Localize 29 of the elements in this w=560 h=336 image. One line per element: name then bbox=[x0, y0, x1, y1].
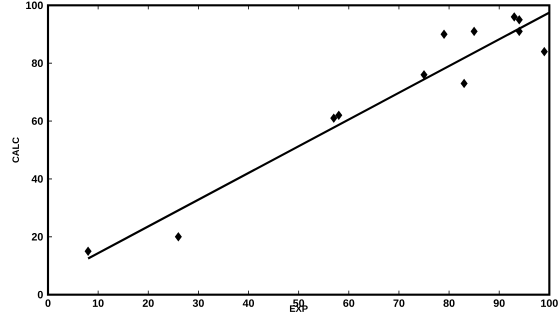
y-tick-label: 40 bbox=[32, 175, 43, 183]
y-axis-title: CALC bbox=[12, 137, 19, 163]
x-tick-label: 70 bbox=[393, 299, 404, 307]
point bbox=[470, 26, 478, 36]
x-tick-label: 40 bbox=[242, 299, 254, 307]
point bbox=[420, 70, 428, 80]
point bbox=[174, 232, 182, 242]
point bbox=[460, 78, 468, 88]
y-tick-label: 20 bbox=[32, 233, 43, 241]
point bbox=[330, 114, 338, 123]
x-tick-label: 100 bbox=[541, 299, 558, 307]
x-tick-label: 10 bbox=[92, 299, 104, 307]
x-tick-label: 20 bbox=[142, 299, 154, 307]
point bbox=[516, 26, 523, 36]
x-tick-label: 80 bbox=[443, 299, 455, 307]
y-tick-label: 80 bbox=[32, 59, 43, 67]
point bbox=[84, 246, 92, 256]
y-tick-label: 100 bbox=[26, 2, 43, 10]
y-tick-label: 60 bbox=[32, 117, 43, 125]
x-tick-label: 30 bbox=[192, 299, 204, 307]
point bbox=[440, 30, 448, 39]
point bbox=[510, 12, 518, 22]
point bbox=[335, 110, 342, 120]
x-tick-label: 0 bbox=[45, 299, 51, 307]
x-tick-label: 90 bbox=[494, 299, 505, 307]
point bbox=[540, 47, 548, 56]
point bbox=[516, 15, 523, 24]
x-tick-label: 60 bbox=[343, 299, 354, 307]
y-tick-label: 0 bbox=[38, 290, 43, 298]
